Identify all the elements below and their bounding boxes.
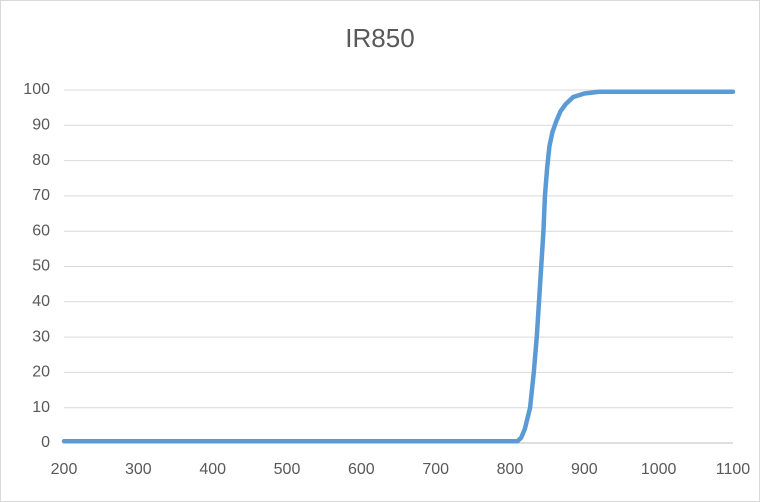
x-tick-label: 700 [422, 461, 449, 478]
y-tick-label: 60 [32, 222, 50, 239]
x-tick-label: 300 [125, 461, 152, 478]
x-tick-label: 600 [348, 461, 375, 478]
y-tick-label: 50 [32, 258, 50, 275]
y-tick-label: 10 [32, 399, 50, 416]
y-tick-label: 40 [32, 293, 50, 310]
y-tick-label: 70 [32, 187, 50, 204]
x-tick-label: 400 [199, 461, 226, 478]
x-tick-label: 1100 [716, 461, 751, 478]
x-tick-label: 200 [51, 461, 78, 478]
y-tick-label: 80 [32, 152, 50, 169]
y-tick-label: 90 [32, 117, 50, 134]
y-tick-label: 30 [32, 328, 50, 345]
y-tick-label: 100 [23, 81, 50, 98]
x-tick-label: 900 [571, 461, 598, 478]
data-line [61, 89, 736, 444]
chart-title: IR850 [345, 23, 414, 53]
x-tick-label: 800 [497, 461, 524, 478]
y-tick-label: 20 [32, 364, 50, 381]
x-tick-label: 500 [274, 461, 301, 478]
y-tick-label: 0 [41, 434, 50, 451]
x-tick-label: 1000 [641, 461, 677, 478]
